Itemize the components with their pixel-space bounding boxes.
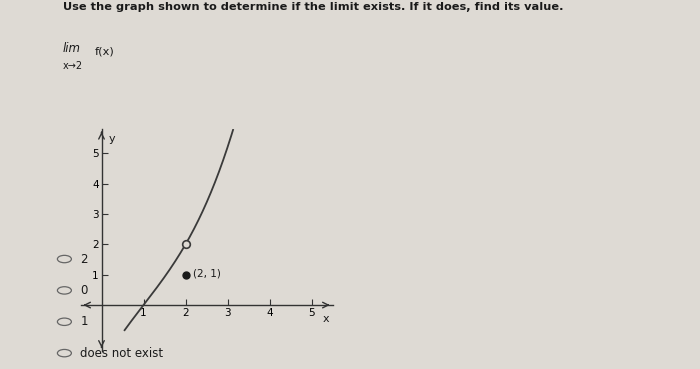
Text: lim: lim (63, 42, 81, 55)
Text: (2, 1): (2, 1) (193, 269, 221, 279)
Text: f(x): f(x) (94, 46, 114, 56)
Text: 2: 2 (80, 252, 88, 266)
Text: 1: 1 (80, 315, 88, 328)
Text: x: x (323, 314, 330, 324)
Text: y: y (109, 134, 116, 144)
Text: Use the graph shown to determine if the limit exists. If it does, find its value: Use the graph shown to determine if the … (63, 2, 564, 12)
Text: 0: 0 (80, 284, 88, 297)
Text: does not exist: does not exist (80, 346, 164, 360)
Text: x→2: x→2 (63, 61, 83, 71)
